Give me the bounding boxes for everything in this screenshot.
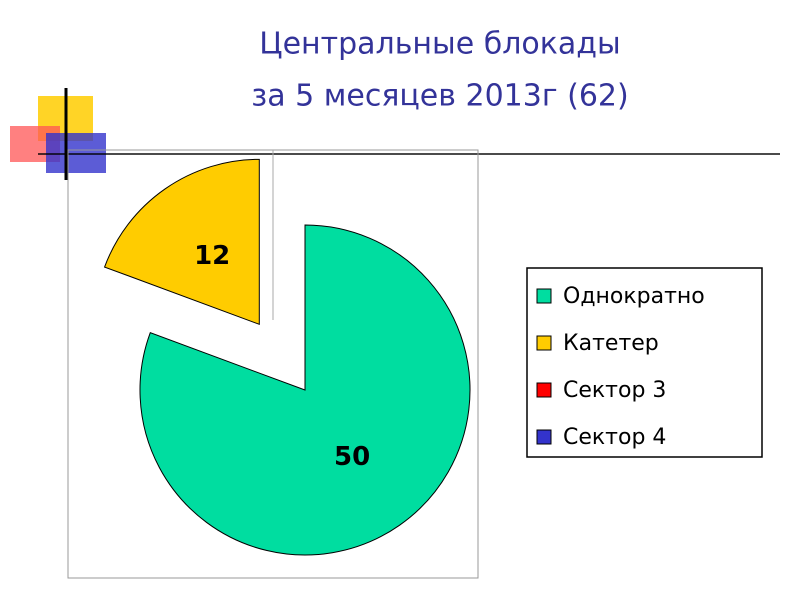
legend-label: Однократно [563, 284, 705, 309]
value-label: 12 [194, 241, 230, 271]
legend-swatch [536, 288, 552, 304]
legend-swatch [536, 335, 552, 351]
legend-swatch [536, 429, 552, 445]
legend-box [526, 267, 763, 458]
title-line-2: за 5 месяцев 2013г (62) [251, 79, 628, 114]
pie-slice [103, 158, 260, 326]
legend: Однократно Катетер Сектор 3 Сектор 4 [536, 284, 705, 450]
decoration [10, 88, 780, 180]
pie: 50 12 [103, 158, 471, 556]
legend-label: Сектор 4 [563, 425, 666, 450]
legend-label: Сектор 3 [563, 378, 666, 403]
value-label: 50 [334, 442, 370, 472]
legend-label: Катетер [563, 331, 659, 356]
legend-swatch [536, 382, 552, 398]
title-line-1: Центральные блокады [259, 27, 620, 62]
pie-slice [139, 224, 471, 556]
